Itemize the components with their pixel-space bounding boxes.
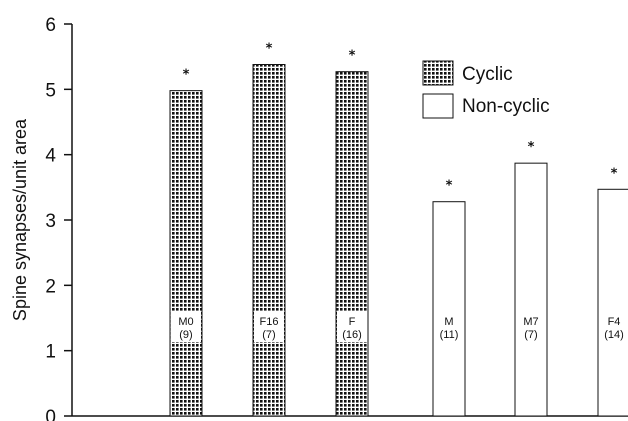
bar-n-label: (14)	[604, 329, 624, 341]
bar-label-backdrop	[171, 312, 201, 342]
y-tick-label: 0	[45, 407, 56, 421]
legend-swatch-cyclic	[422, 60, 454, 86]
y-tick-label: 6	[45, 15, 56, 36]
y-ticks: 0 1 2 3 4 5 6	[45, 15, 72, 421]
bar-f	[335, 71, 369, 417]
y-tick-label: 1	[45, 342, 56, 363]
bar-m0	[169, 90, 203, 417]
bar-category-label: F16	[260, 316, 279, 328]
significance-marker: *	[446, 179, 453, 194]
y-axis-label: Spine synapses/unit area	[10, 118, 30, 321]
bar-label-backdrop	[254, 312, 284, 342]
legend-label-cyclic: Cyclic	[462, 64, 513, 85]
bar-n-label: (9)	[179, 329, 192, 341]
bar-n-label: (16)	[342, 329, 362, 341]
bar-category-label: M	[444, 316, 453, 328]
bar-category-label: F4	[608, 316, 621, 328]
bar-category-label: M0	[178, 316, 193, 328]
bar-category-label: F	[349, 316, 356, 328]
bar-f16	[252, 64, 286, 417]
y-tick-label: 4	[45, 146, 56, 167]
bar-n-label: (7)	[524, 329, 537, 341]
significance-marker: *	[611, 166, 618, 181]
bar-f4	[597, 188, 628, 417]
y-tick-label: 5	[45, 80, 56, 101]
significance-marker: *	[183, 68, 190, 83]
bar-m7	[514, 162, 548, 417]
legend-label-non-cyclic: Non-cyclic	[462, 96, 550, 117]
bar-n-label: (7)	[262, 329, 275, 341]
significance-marker: *	[266, 42, 273, 57]
significance-marker: *	[349, 49, 356, 64]
bar-category-label: M7	[523, 316, 538, 328]
legend-swatch-non-cyclic	[422, 93, 454, 119]
bar-n-label: (11)	[440, 329, 459, 341]
legend: Cyclic Non-cyclic	[422, 60, 550, 119]
y-tick-label: 2	[45, 276, 56, 297]
y-tick-label: 3	[45, 211, 56, 232]
bars: M0(9)*F16(7)*F(16)*M(11)*M7(7)*F4(14)*	[169, 42, 628, 417]
significance-marker: *	[528, 140, 535, 155]
bar-label-backdrop	[337, 312, 367, 342]
bar-m	[432, 201, 466, 417]
